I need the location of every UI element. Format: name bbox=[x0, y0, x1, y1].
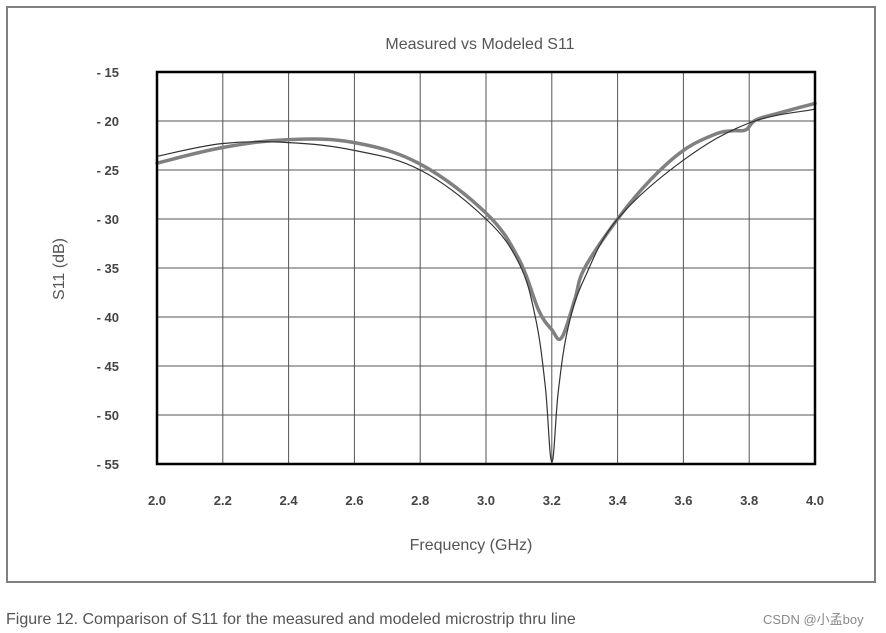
x-tick-label: 2.2 bbox=[214, 493, 232, 508]
y-tick-label: - 30 bbox=[97, 212, 119, 227]
x-tick-label: 2.6 bbox=[345, 493, 363, 508]
chart-title: Measured vs Modeled S11 bbox=[385, 36, 574, 53]
y-tick-label: - 15 bbox=[97, 65, 119, 80]
x-tick-label: 2.4 bbox=[280, 493, 299, 508]
chart-frame bbox=[6, 6, 876, 583]
x-axis-title: Frequency (GHz) bbox=[410, 537, 533, 554]
x-tick-label: 3.6 bbox=[674, 493, 692, 508]
x-tick-label: 3.2 bbox=[543, 493, 561, 508]
series-line-2 bbox=[156, 108, 816, 463]
y-tick-labels: - 15 - 20 - 25 - 30 - 35 - 40 - 45 - 50 - 55 bbox=[97, 65, 119, 472]
y-tick-label: - 35 bbox=[97, 261, 119, 276]
y-axis-title: S11 (dB) bbox=[51, 238, 68, 300]
x-tick-label: 3.8 bbox=[740, 493, 758, 508]
x-tick-label: 2.0 bbox=[148, 493, 166, 508]
y-tick-label: - 50 bbox=[97, 408, 119, 423]
y-tick-label: - 45 bbox=[97, 359, 119, 374]
x-tick-labels: 2.0 2.2 2.4 2.6 2.8 3.0 3.2 3.4 3.6 3.8 4.0 bbox=[148, 493, 824, 508]
x-tick-label: 3.4 bbox=[609, 493, 628, 508]
y-tick-label: - 55 bbox=[97, 457, 119, 472]
series-layer bbox=[155, 101, 817, 463]
grid bbox=[157, 72, 815, 464]
plot-area-border bbox=[155, 70, 817, 466]
y-tick-label: - 25 bbox=[97, 163, 119, 178]
x-tick-label: 2.8 bbox=[411, 493, 429, 508]
figure-caption: Figure 12. Comparison of S11 for the mea… bbox=[6, 611, 576, 628]
x-tick-label: 3.0 bbox=[477, 493, 495, 508]
x-tick-label: 4.0 bbox=[806, 493, 824, 508]
y-tick-label: - 40 bbox=[97, 310, 119, 325]
y-tick-label: - 20 bbox=[97, 114, 119, 129]
watermark: CSDN @小孟boy bbox=[763, 612, 864, 627]
chart: Measured vs Modeled S11 2.0 2.2 2.4 2.6 2.8 3… bbox=[51, 36, 824, 554]
series-line-1 bbox=[155, 101, 817, 342]
